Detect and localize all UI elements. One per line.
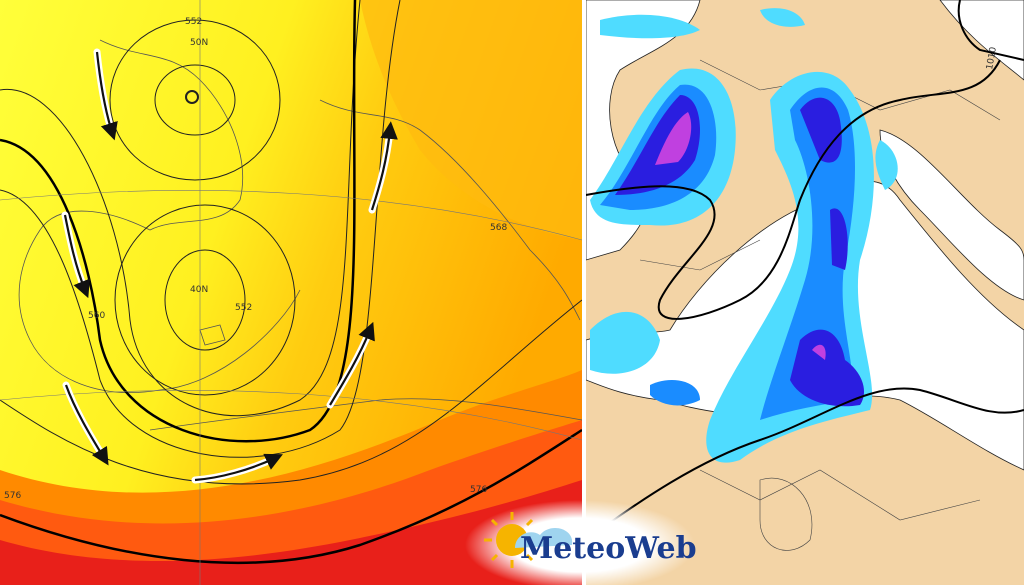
contour-label: 552 [185, 17, 202, 27]
contour-label: 560 [88, 311, 105, 321]
contour-bold [0, 0, 357, 443]
orange-area [360, 0, 582, 240]
grid-label: 50N [190, 38, 208, 48]
contours [0, 0, 583, 485]
parallel [0, 190, 583, 241]
precipitation [590, 8, 898, 463]
logo: MeteoWeb [465, 500, 697, 585]
divider [582, 0, 586, 585]
contour-label: 576 [4, 491, 21, 501]
contour-bold [0, 428, 583, 565]
flow-arrows [61, 48, 398, 484]
hottest-band [0, 480, 582, 585]
right-map: 1010 [585, 0, 1024, 585]
contour-bold [585, 0, 1024, 541]
logo-text: MeteoWeb [520, 531, 697, 566]
parallel [0, 390, 583, 441]
contour-label: 1010 [985, 46, 999, 71]
contour-label: 568 [490, 223, 507, 233]
grid-label: 40N [190, 285, 208, 295]
sun-icon [484, 512, 573, 568]
contour-label: 576 [470, 485, 487, 495]
borders [639, 59, 1001, 551]
logo-glow [465, 500, 695, 585]
contour-label: 552 [235, 303, 252, 313]
left-map: 50N 40N 552 552 560 568 576 576 [0, 0, 583, 585]
